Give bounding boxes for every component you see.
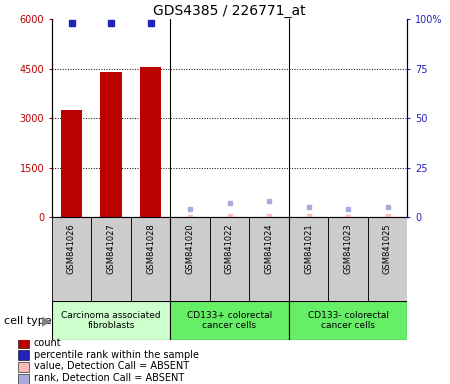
Bar — [18, 338, 29, 348]
Bar — [170, 217, 210, 301]
Title: GDS4385 / 226771_at: GDS4385 / 226771_at — [153, 4, 306, 18]
Text: GSM841020: GSM841020 — [185, 224, 194, 274]
Text: CD133- colorectal
cancer cells: CD133- colorectal cancer cells — [307, 311, 388, 330]
Bar — [328, 217, 368, 301]
Text: GSM841021: GSM841021 — [304, 224, 313, 274]
Text: GSM841025: GSM841025 — [383, 224, 392, 274]
Text: rank, Detection Call = ABSENT: rank, Detection Call = ABSENT — [34, 373, 184, 383]
Text: GSM841023: GSM841023 — [343, 224, 352, 275]
Bar — [131, 217, 170, 301]
Bar — [100, 72, 122, 217]
Bar — [368, 217, 407, 301]
Bar — [289, 217, 328, 301]
Text: Carcinoma associated
fibroblasts: Carcinoma associated fibroblasts — [61, 311, 161, 330]
Text: GSM841027: GSM841027 — [107, 224, 116, 275]
Text: GSM841022: GSM841022 — [225, 224, 234, 274]
Text: GSM841026: GSM841026 — [67, 224, 76, 275]
Bar — [18, 350, 29, 360]
Bar — [61, 110, 82, 217]
Text: ▶: ▶ — [42, 314, 51, 327]
Text: count: count — [34, 338, 61, 348]
Bar — [170, 301, 289, 340]
Bar — [18, 362, 29, 372]
Bar — [52, 217, 91, 301]
Bar — [91, 217, 131, 301]
Bar — [289, 301, 407, 340]
Bar — [249, 217, 289, 301]
Bar — [210, 217, 249, 301]
Text: value, Detection Call = ABSENT: value, Detection Call = ABSENT — [34, 361, 189, 371]
Text: CD133+ colorectal
cancer cells: CD133+ colorectal cancer cells — [187, 311, 272, 330]
Text: GSM841028: GSM841028 — [146, 224, 155, 275]
Bar — [52, 301, 170, 340]
Text: percentile rank within the sample: percentile rank within the sample — [34, 350, 199, 360]
Bar — [18, 374, 29, 384]
Bar — [140, 67, 162, 217]
Text: cell type: cell type — [4, 316, 52, 326]
Text: GSM841024: GSM841024 — [265, 224, 274, 274]
